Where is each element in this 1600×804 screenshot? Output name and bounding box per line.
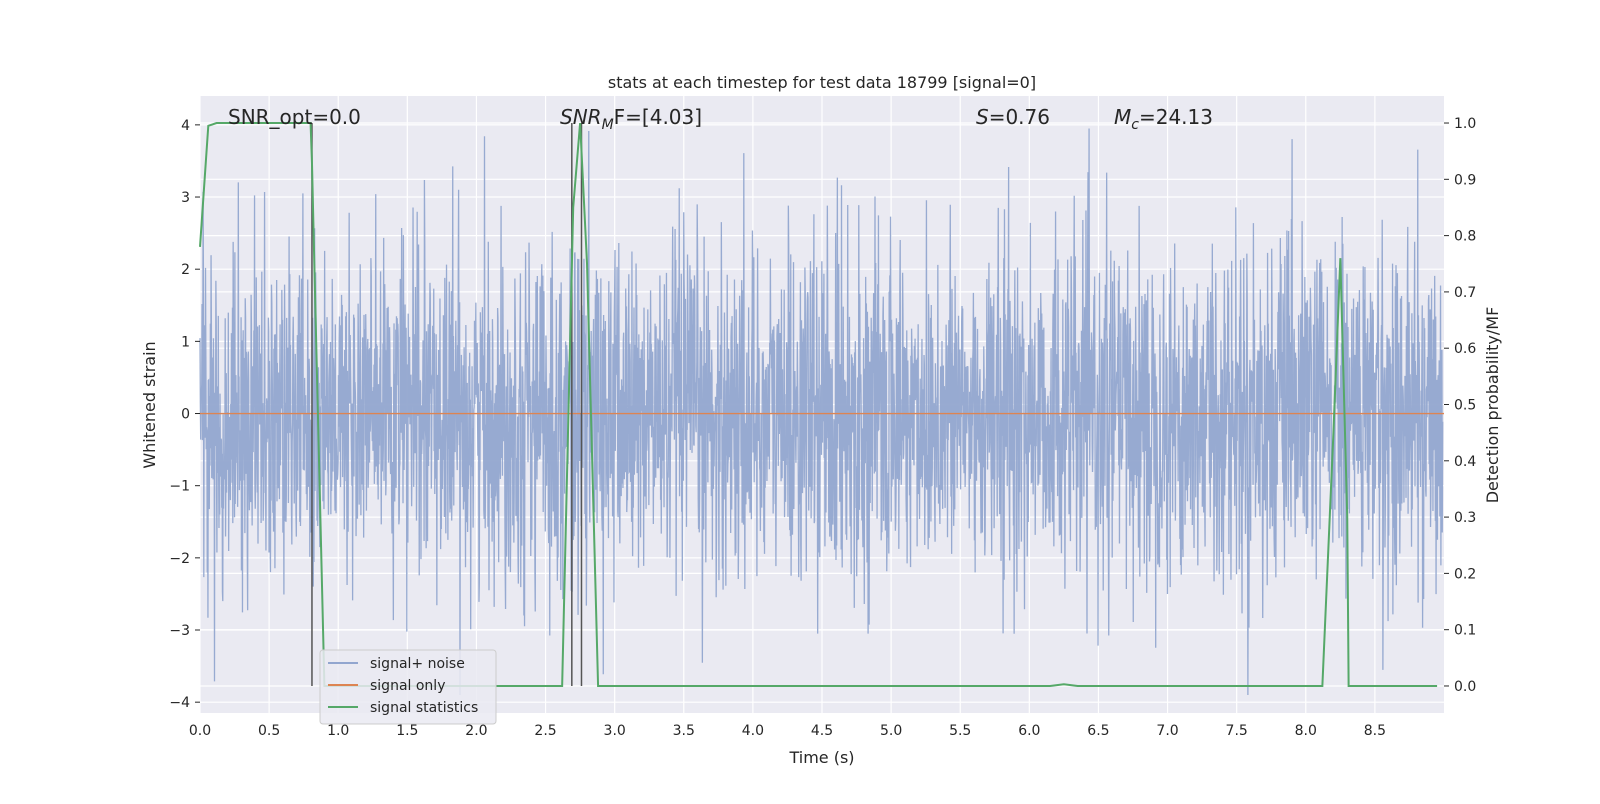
y-right-tick-label: 0.4 xyxy=(1454,454,1476,470)
legend: signal+ noise signal only signal statist… xyxy=(319,649,497,725)
x-tick-label: 2.0 xyxy=(465,723,487,739)
annotation-s-rest: =0.76 xyxy=(989,105,1050,129)
annotation-mc-sub: c xyxy=(1131,117,1139,133)
y-right-tick-label: 0.0 xyxy=(1454,679,1476,695)
y-right-tick-label: 0.2 xyxy=(1454,566,1476,582)
x-tick-label: 1.5 xyxy=(396,723,418,739)
x-tick-label: 6.5 xyxy=(1087,723,1109,739)
x-tick-label: 0.0 xyxy=(189,723,211,739)
annotation-snr-mf-rest: F=[4.03] xyxy=(614,105,702,129)
x-tick-label: 8.0 xyxy=(1295,723,1317,739)
annotation-mc-rest: =24.13 xyxy=(1139,105,1213,129)
legend-label-signal-only: signal only xyxy=(370,678,445,694)
annotation-s-label: S xyxy=(976,105,989,129)
legend-box xyxy=(319,649,497,725)
x-tick-label: 8.5 xyxy=(1364,723,1386,739)
annotation-snr-mf-label: SNR xyxy=(560,105,602,129)
annotation-mc: Mc=24.13 xyxy=(1114,105,1213,133)
signal-statistics-line xyxy=(199,122,1438,687)
x-tick-label: 6.0 xyxy=(1018,723,1040,739)
x-tick-label: 0.5 xyxy=(258,723,280,739)
x-axis-label: Time (s) xyxy=(788,748,854,767)
y-right-tick-label: 0.1 xyxy=(1454,623,1476,639)
y-right-tick-label: 0.5 xyxy=(1454,398,1476,414)
y-axis-label: Whitened strain xyxy=(140,341,159,468)
x-tick-label: 4.5 xyxy=(811,723,833,739)
x-tick-label: 3.0 xyxy=(604,723,626,739)
annotation-mc-label: M xyxy=(1114,105,1131,129)
y-right-tick-label: 1.0 xyxy=(1454,116,1476,132)
y-tick-label: −2 xyxy=(169,551,190,567)
y-tick-label: 2 xyxy=(181,262,190,278)
annotation-snr-mf-sub: M xyxy=(602,117,614,133)
x-tick-label: 5.0 xyxy=(880,723,902,739)
y-tick-label: 3 xyxy=(181,190,190,206)
y-axis-right-label: Detection probability/MF xyxy=(1483,307,1502,504)
y-right-tick-label: 0.7 xyxy=(1454,285,1476,301)
y-right-tick-label: 0.9 xyxy=(1454,172,1476,188)
x-tick-label: 7.0 xyxy=(1156,723,1178,739)
x-tick-label: 2.5 xyxy=(534,723,556,739)
x-tick-label: 3.5 xyxy=(673,723,695,739)
y-right-tick-label: 0.6 xyxy=(1454,341,1476,357)
x-tick-label: 4.0 xyxy=(742,723,764,739)
chart-title: stats at each timestep for test data 187… xyxy=(608,73,1036,92)
vertical-markers xyxy=(311,123,583,686)
series-signal-noise xyxy=(199,128,1444,695)
annotation-snr-opt: SNR_opt=0.0 xyxy=(228,105,361,129)
legend-label-signal-noise: signal+ noise xyxy=(370,656,465,672)
x-tick-label: 7.5 xyxy=(1226,723,1248,739)
y-right-tick-label: 0.3 xyxy=(1454,510,1476,526)
y-tick-label: −4 xyxy=(169,695,190,711)
series-signal-statistics xyxy=(199,122,1438,687)
y-tick-label: 4 xyxy=(181,118,190,134)
annotation-snr-mf: SNRMF=[4.03] xyxy=(560,105,702,133)
y-tick-label: 1 xyxy=(181,334,190,350)
y-right-tick-label: 0.8 xyxy=(1454,229,1476,245)
signal-noise-line xyxy=(199,128,1444,695)
x-tick-label: 1.0 xyxy=(327,723,349,739)
y-tick-label: −1 xyxy=(169,479,190,495)
x-tick-label: 5.5 xyxy=(949,723,971,739)
legend-label-signal-statistics: signal statistics xyxy=(370,700,478,716)
y-tick-label: 0 xyxy=(181,407,190,423)
ticks: 0.0 0.5 1.0 1.5 2.0 2.5 3.0 3.5 4.0 4.5 5.0 5.5 6.0 6… xyxy=(169,116,1476,739)
y-tick-label: −3 xyxy=(169,623,190,639)
annotation-s: S=0.76 xyxy=(976,105,1050,129)
